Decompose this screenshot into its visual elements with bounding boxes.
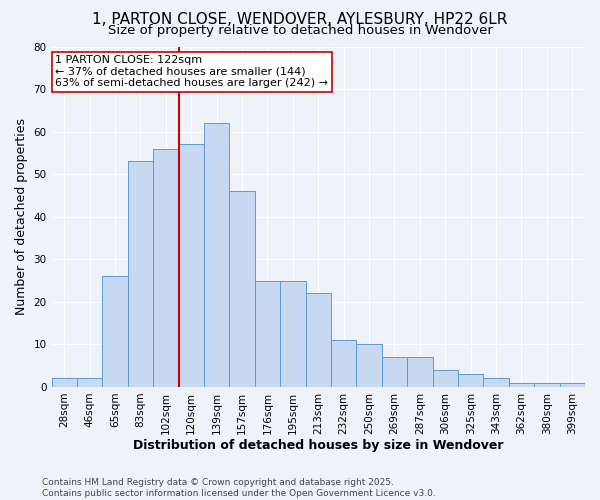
Bar [179, 144, 204, 387]
Bar [204, 123, 229, 387]
Bar [534, 382, 560, 387]
Bar [484, 378, 509, 387]
Bar [280, 280, 305, 387]
Bar [103, 276, 128, 387]
Y-axis label: Number of detached properties: Number of detached properties [15, 118, 28, 315]
Bar [128, 162, 153, 387]
Text: 1, PARTON CLOSE, WENDOVER, AYLESBURY, HP22 6LR: 1, PARTON CLOSE, WENDOVER, AYLESBURY, HP… [92, 12, 508, 28]
Bar [255, 280, 280, 387]
X-axis label: Distribution of detached houses by size in Wendover: Distribution of detached houses by size … [133, 440, 503, 452]
Bar [560, 382, 585, 387]
Bar [382, 357, 407, 387]
Bar [153, 148, 179, 387]
Bar [52, 378, 77, 387]
Bar [331, 340, 356, 387]
Text: 1 PARTON CLOSE: 122sqm
← 37% of detached houses are smaller (144)
63% of semi-de: 1 PARTON CLOSE: 122sqm ← 37% of detached… [55, 55, 328, 88]
Bar [458, 374, 484, 387]
Bar [433, 370, 458, 387]
Bar [509, 382, 534, 387]
Bar [77, 378, 103, 387]
Bar [229, 191, 255, 387]
Text: Contains HM Land Registry data © Crown copyright and database right 2025.
Contai: Contains HM Land Registry data © Crown c… [42, 478, 436, 498]
Bar [356, 344, 382, 387]
Bar [407, 357, 433, 387]
Text: Size of property relative to detached houses in Wendover: Size of property relative to detached ho… [107, 24, 493, 37]
Bar [305, 294, 331, 387]
